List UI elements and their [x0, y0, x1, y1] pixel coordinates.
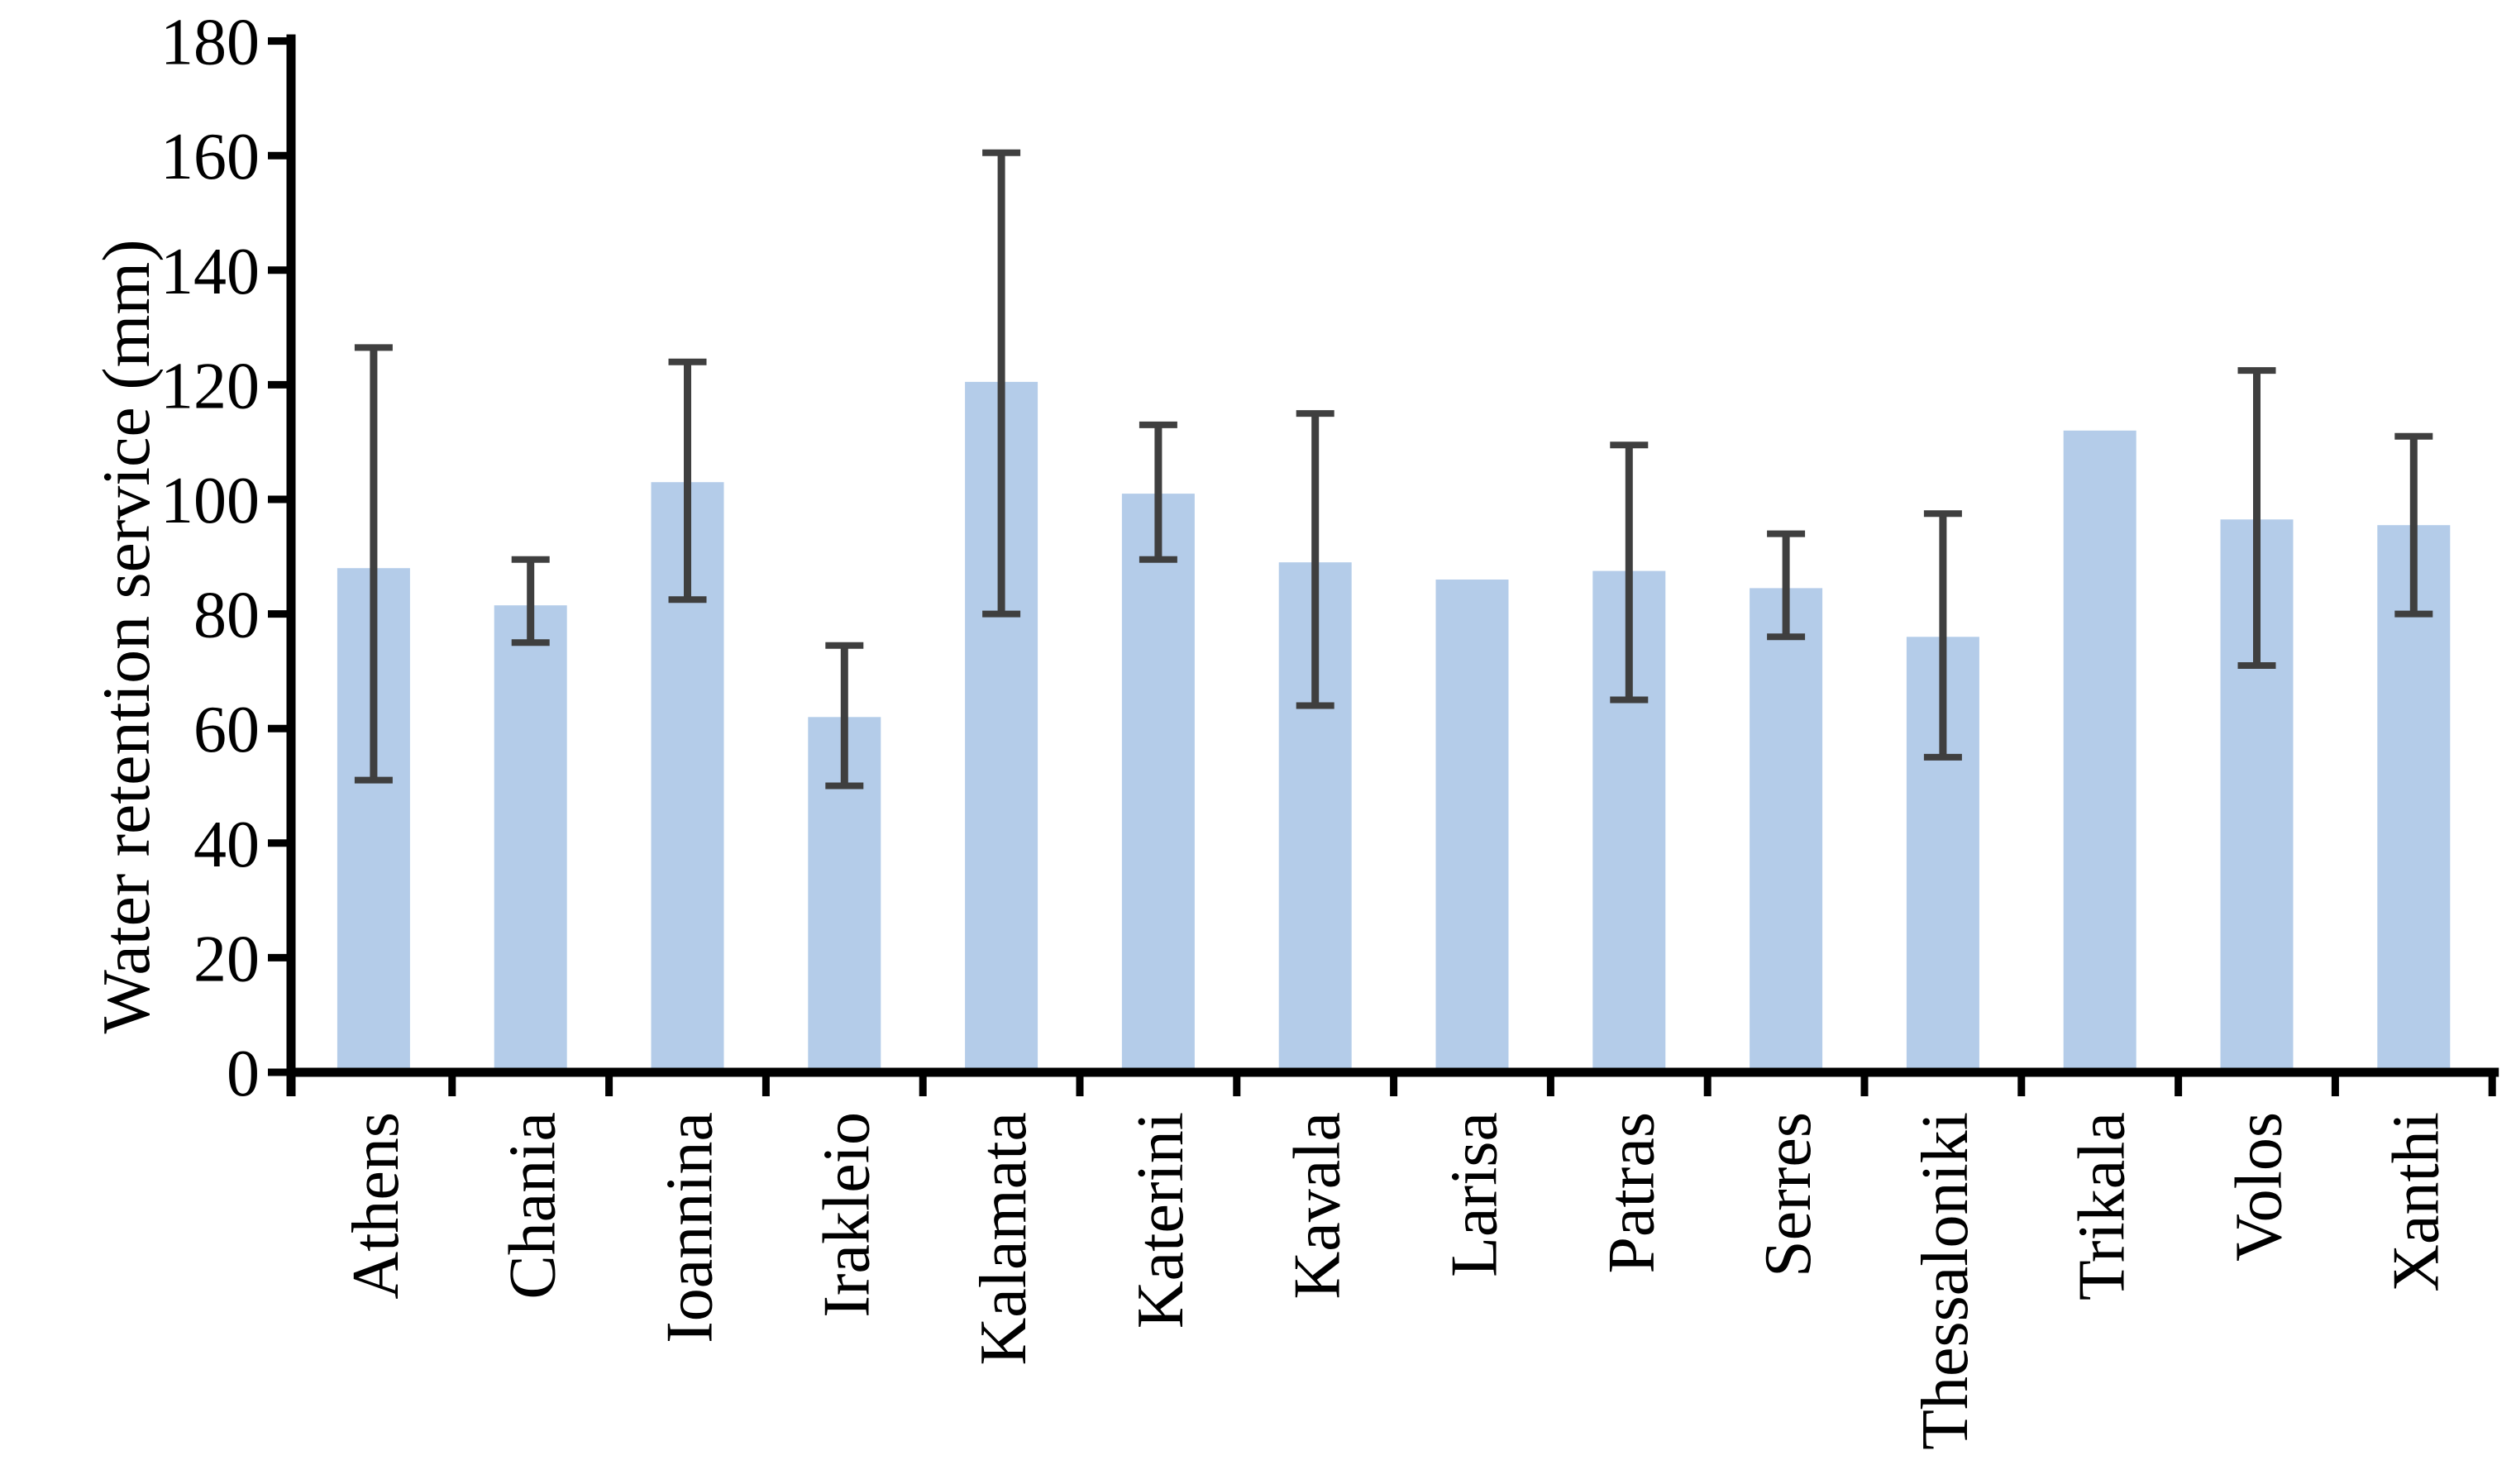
x-tick-label-volos: Volos — [2223, 1112, 2296, 1262]
error-bar-athens — [354, 344, 393, 784]
error-bar-volos — [2237, 367, 2276, 669]
bar-larisa — [1435, 580, 1509, 1072]
y-tick-label-0: 0 — [227, 1038, 260, 1110]
y-tick-label-160: 160 — [160, 121, 260, 193]
x-tick-label-patras: Patras — [1595, 1112, 1668, 1274]
y-tick-label-60: 60 — [193, 694, 260, 766]
error-bar-kalamata — [982, 149, 1021, 618]
bar-chania — [494, 605, 567, 1072]
y-axis-title: Water retention service (mm) — [88, 239, 164, 1033]
error-bar-xanthi — [2394, 432, 2433, 618]
y-tick-label-20: 20 — [193, 923, 260, 995]
x-tick-label-ioannina: Ioannina — [654, 1112, 727, 1343]
bar-trikala — [2063, 430, 2136, 1072]
error-bar-serres — [1767, 530, 1806, 641]
error-bar-ioannina — [668, 358, 707, 604]
bar-serres — [1750, 588, 1823, 1072]
x-tick-label-serres: Serres — [1752, 1112, 1825, 1277]
x-tick-label-chania: Chania — [497, 1112, 570, 1300]
y-tick-label-120: 120 — [160, 350, 260, 422]
y-tick-label-100: 100 — [160, 465, 260, 537]
error-bar-kavala — [1296, 410, 1334, 709]
bar-katerini — [1121, 494, 1195, 1072]
y-tick-label-40: 40 — [193, 809, 260, 881]
y-tick-label-80: 80 — [193, 580, 260, 652]
y-tick-label-180: 180 — [160, 7, 260, 79]
error-bar-katerini — [1139, 421, 1177, 563]
error-bar-thessaloniki — [1923, 510, 1962, 761]
x-tick-label-kavala: Kavala — [1282, 1112, 1354, 1300]
x-tick-label-irakleio: Irakleio — [810, 1112, 883, 1318]
x-tick-label-trikala: Trikala — [2066, 1112, 2139, 1300]
x-tick-label-katerini: Katerini — [1124, 1112, 1197, 1329]
x-tick-label-kalamata: Kalamata — [967, 1112, 1040, 1365]
x-tick-label-xanthi: Xanthi — [2380, 1112, 2452, 1292]
x-tick-label-athens: Athens — [340, 1112, 413, 1300]
error-bar-chania — [511, 556, 550, 647]
x-tick-label-thessaloniki: Thessaloniki — [1909, 1112, 1982, 1450]
x-tick-label-larisa: Larisa — [1439, 1112, 1511, 1277]
error-bar-patras — [1610, 441, 1649, 704]
error-bar-irakleio — [825, 642, 864, 790]
y-tick-label-140: 140 — [160, 236, 260, 308]
